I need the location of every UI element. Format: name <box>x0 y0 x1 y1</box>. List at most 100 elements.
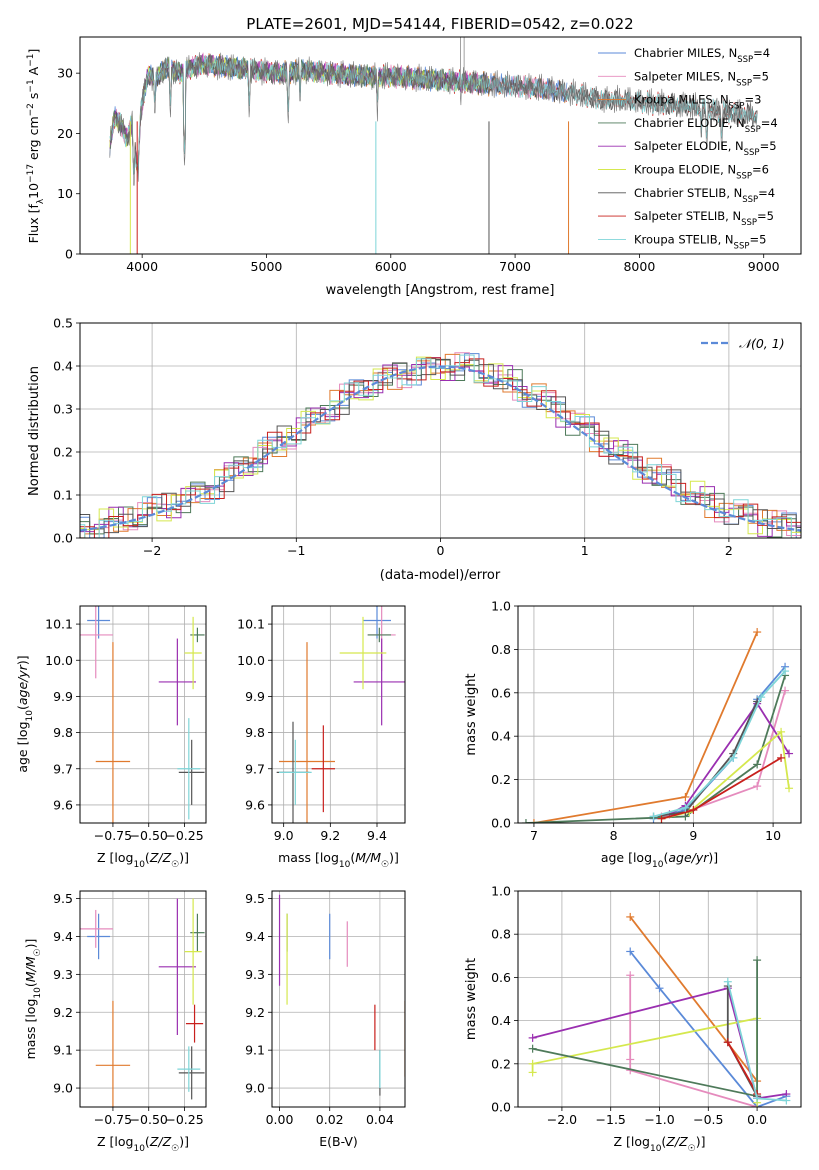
axes-border <box>79 322 802 539</box>
x-tick-label: −0.50 <box>130 828 168 843</box>
residuals-panel: −2 −1 0 1 2 0.0 0.1 0.2 0.3 0.4 0.5 (data-model)/er… <box>27 316 802 583</box>
figure-title: PLATE=2601, MJD=54144, FIBERID=0542, z=0… <box>246 15 633 33</box>
axes-frame: −2 −1 0 1 2 0.0 0.1 0.2 0.3 0.4 0.5 (data-model)/er… <box>27 316 802 583</box>
legend-sub: SSP <box>742 195 758 205</box>
mass-vs-metallicity-panel: −0.75−0.50−0.259.09.19.29.39.49.5Z [log1… <box>23 890 207 1154</box>
y-tick-label: 1.0 <box>491 599 511 614</box>
axes-frame: −0.75−0.50−0.25 9.6 9.7 9.8 9.9 10.0 10.1 Z [lo… <box>15 605 207 870</box>
y-axis-label-part: ] <box>26 49 41 54</box>
x-tick-label: −0.75 <box>94 1112 132 1127</box>
x-tick-label: 6000 <box>375 259 407 274</box>
y-tick-label: 0.3 <box>53 402 73 417</box>
x-axis-label-part: M/M <box>355 850 381 865</box>
axes-border <box>79 605 207 824</box>
axes-frame: −2.0 −1.5 −1.0 −0.5 0.0 0.0 0.2 0.4 0.6 0.8 1.0 Z [… <box>464 884 802 1154</box>
legend-entry: Chabrier MILES, NSSP=4 <box>634 46 770 65</box>
y-tick-label: 9.2 <box>53 1005 73 1020</box>
weight-line <box>629 975 758 1107</box>
y-axis-label: mass weight <box>464 958 479 1040</box>
y-axis-label-part: ☉ <box>33 948 43 956</box>
x-axis-label-part: 10 <box>133 1144 145 1154</box>
y-tick-label: 10.1 <box>45 617 73 632</box>
x-axis-label: mass [log10(M/M☉)] <box>278 850 399 870</box>
y-axis-label-part: 10 <box>25 710 35 722</box>
y-axis-label-part: mass [log <box>23 999 38 1060</box>
axes-border <box>271 605 406 824</box>
x-tick-label: −0.25 <box>165 828 203 843</box>
y-tick-label: 0.6 <box>491 685 511 700</box>
y-tick-label: 9.6 <box>53 797 73 812</box>
legend-count: =4 <box>758 186 775 200</box>
legend-entry: Salpeter MILES, NSSP=5 <box>634 69 769 88</box>
plot-area <box>109 37 758 254</box>
mass-weight-vs-metallicity-panel: −2.0 −1.5 −1.0 −0.5 0.0 0.0 0.2 0.4 0.6 0.8 1.0 Z [… <box>464 884 802 1154</box>
axes-border <box>517 605 802 824</box>
x-axis-label-part: E(B-V) <box>319 1134 358 1149</box>
residual-histogram <box>80 353 801 538</box>
legend-name: Chabrier STELIB, N <box>634 186 742 200</box>
y-tick-label: 0.2 <box>491 772 511 787</box>
x-tick-label: 9 <box>689 828 697 843</box>
y-tick-label: 9.6 <box>245 797 265 812</box>
y-tick-label: 9.8 <box>245 725 265 740</box>
residual-histogram <box>80 358 801 538</box>
y-tick-label: 9.9 <box>245 689 265 704</box>
legend-count: =5 <box>752 69 769 83</box>
x-axis-label-part: )] <box>708 850 718 865</box>
axes-frame: 9.0 9.2 9.4 9.6 9.7 9.8 9.9 10.0 10.1 mass [log10… <box>237 605 406 870</box>
y-axis-label: mass [log10(M/M☉)] <box>23 939 43 1060</box>
y-tick-label: 1.0 <box>491 884 511 899</box>
y-axis-label-part: age [log <box>15 721 30 772</box>
x-tick-label: −1.5 <box>596 1112 626 1127</box>
x-axis-label-part: )] <box>179 850 189 865</box>
observed-spectrum-line <box>109 52 758 186</box>
x-tick-label: −0.75 <box>94 828 132 843</box>
legend-entry: Salpeter STELIB, NSSP=5 <box>634 209 774 228</box>
x-tick-label: −0.5 <box>693 1112 723 1127</box>
legend-sub: SSP <box>744 148 760 158</box>
axes-frame: 4000 5000 6000 7000 8000 9000 0 10 20 30 wavelengt… <box>26 36 802 298</box>
x-tick-label: −1 <box>287 543 305 558</box>
legend-name: Chabrier MILES, N <box>634 46 737 60</box>
model-spectrum-line <box>109 55 758 175</box>
x-axis-label: age [log10(age/yr)] <box>601 850 718 870</box>
y-tick-label: 9.9 <box>53 689 73 704</box>
legend-sub: SSP <box>734 241 750 251</box>
y-tick-label: 0 <box>65 247 73 262</box>
x-axis-label: Z [log10(Z/Z☉)] <box>97 1134 189 1154</box>
weight-line <box>653 666 786 820</box>
y-axis-label-part: s <box>26 93 41 104</box>
x-tick-label: 8 <box>610 828 618 843</box>
axes-frame: 0.00 0.02 0.04 9.0 9.1 9.2 9.3 9.4 9.5 E(B-V) <box>245 890 406 1149</box>
x-tick-label: 9.4 <box>367 828 387 843</box>
y-axis-label-part: age/yr <box>15 664 30 705</box>
y-tick-label: 10.0 <box>45 653 73 668</box>
x-tick-label: 9.0 <box>274 828 294 843</box>
y-tick-label: 10 <box>57 186 73 201</box>
y-tick-label: 0.1 <box>53 488 73 503</box>
x-axis-label-part: ☉ <box>171 860 179 870</box>
x-axis-label-part: ( <box>350 850 355 865</box>
x-axis-label-part: ( <box>145 1134 150 1149</box>
legend-count: =6 <box>752 163 769 177</box>
y-tick-label: 10.0 <box>237 653 265 668</box>
y-axis-label-part: )] <box>23 939 38 949</box>
x-tick-label: −0.25 <box>165 1112 203 1127</box>
weight-line <box>629 916 758 1082</box>
x-axis-label-part: ( <box>661 1134 666 1149</box>
x-tick-label: 1 <box>581 543 589 558</box>
residual-histogram <box>80 353 801 538</box>
x-axis-label-part: ☉ <box>171 1144 179 1154</box>
x-axis-label: E(B-V) <box>319 1134 358 1149</box>
y-axis-label-part: −17 <box>26 164 36 183</box>
y-axis-label-part: Flux [f <box>26 204 41 244</box>
y-tick-label: 9.5 <box>245 891 265 906</box>
y-tick-label: 0.0 <box>491 1100 511 1115</box>
x-axis-label: Z [log10(Z/Z☉)] <box>614 1134 706 1154</box>
spectrum-panel: 4000 5000 6000 7000 8000 9000 0 10 20 30 wavelengt… <box>26 36 802 298</box>
legend-sub: SSP <box>737 55 753 65</box>
x-axis-label-part: ( <box>663 850 668 865</box>
